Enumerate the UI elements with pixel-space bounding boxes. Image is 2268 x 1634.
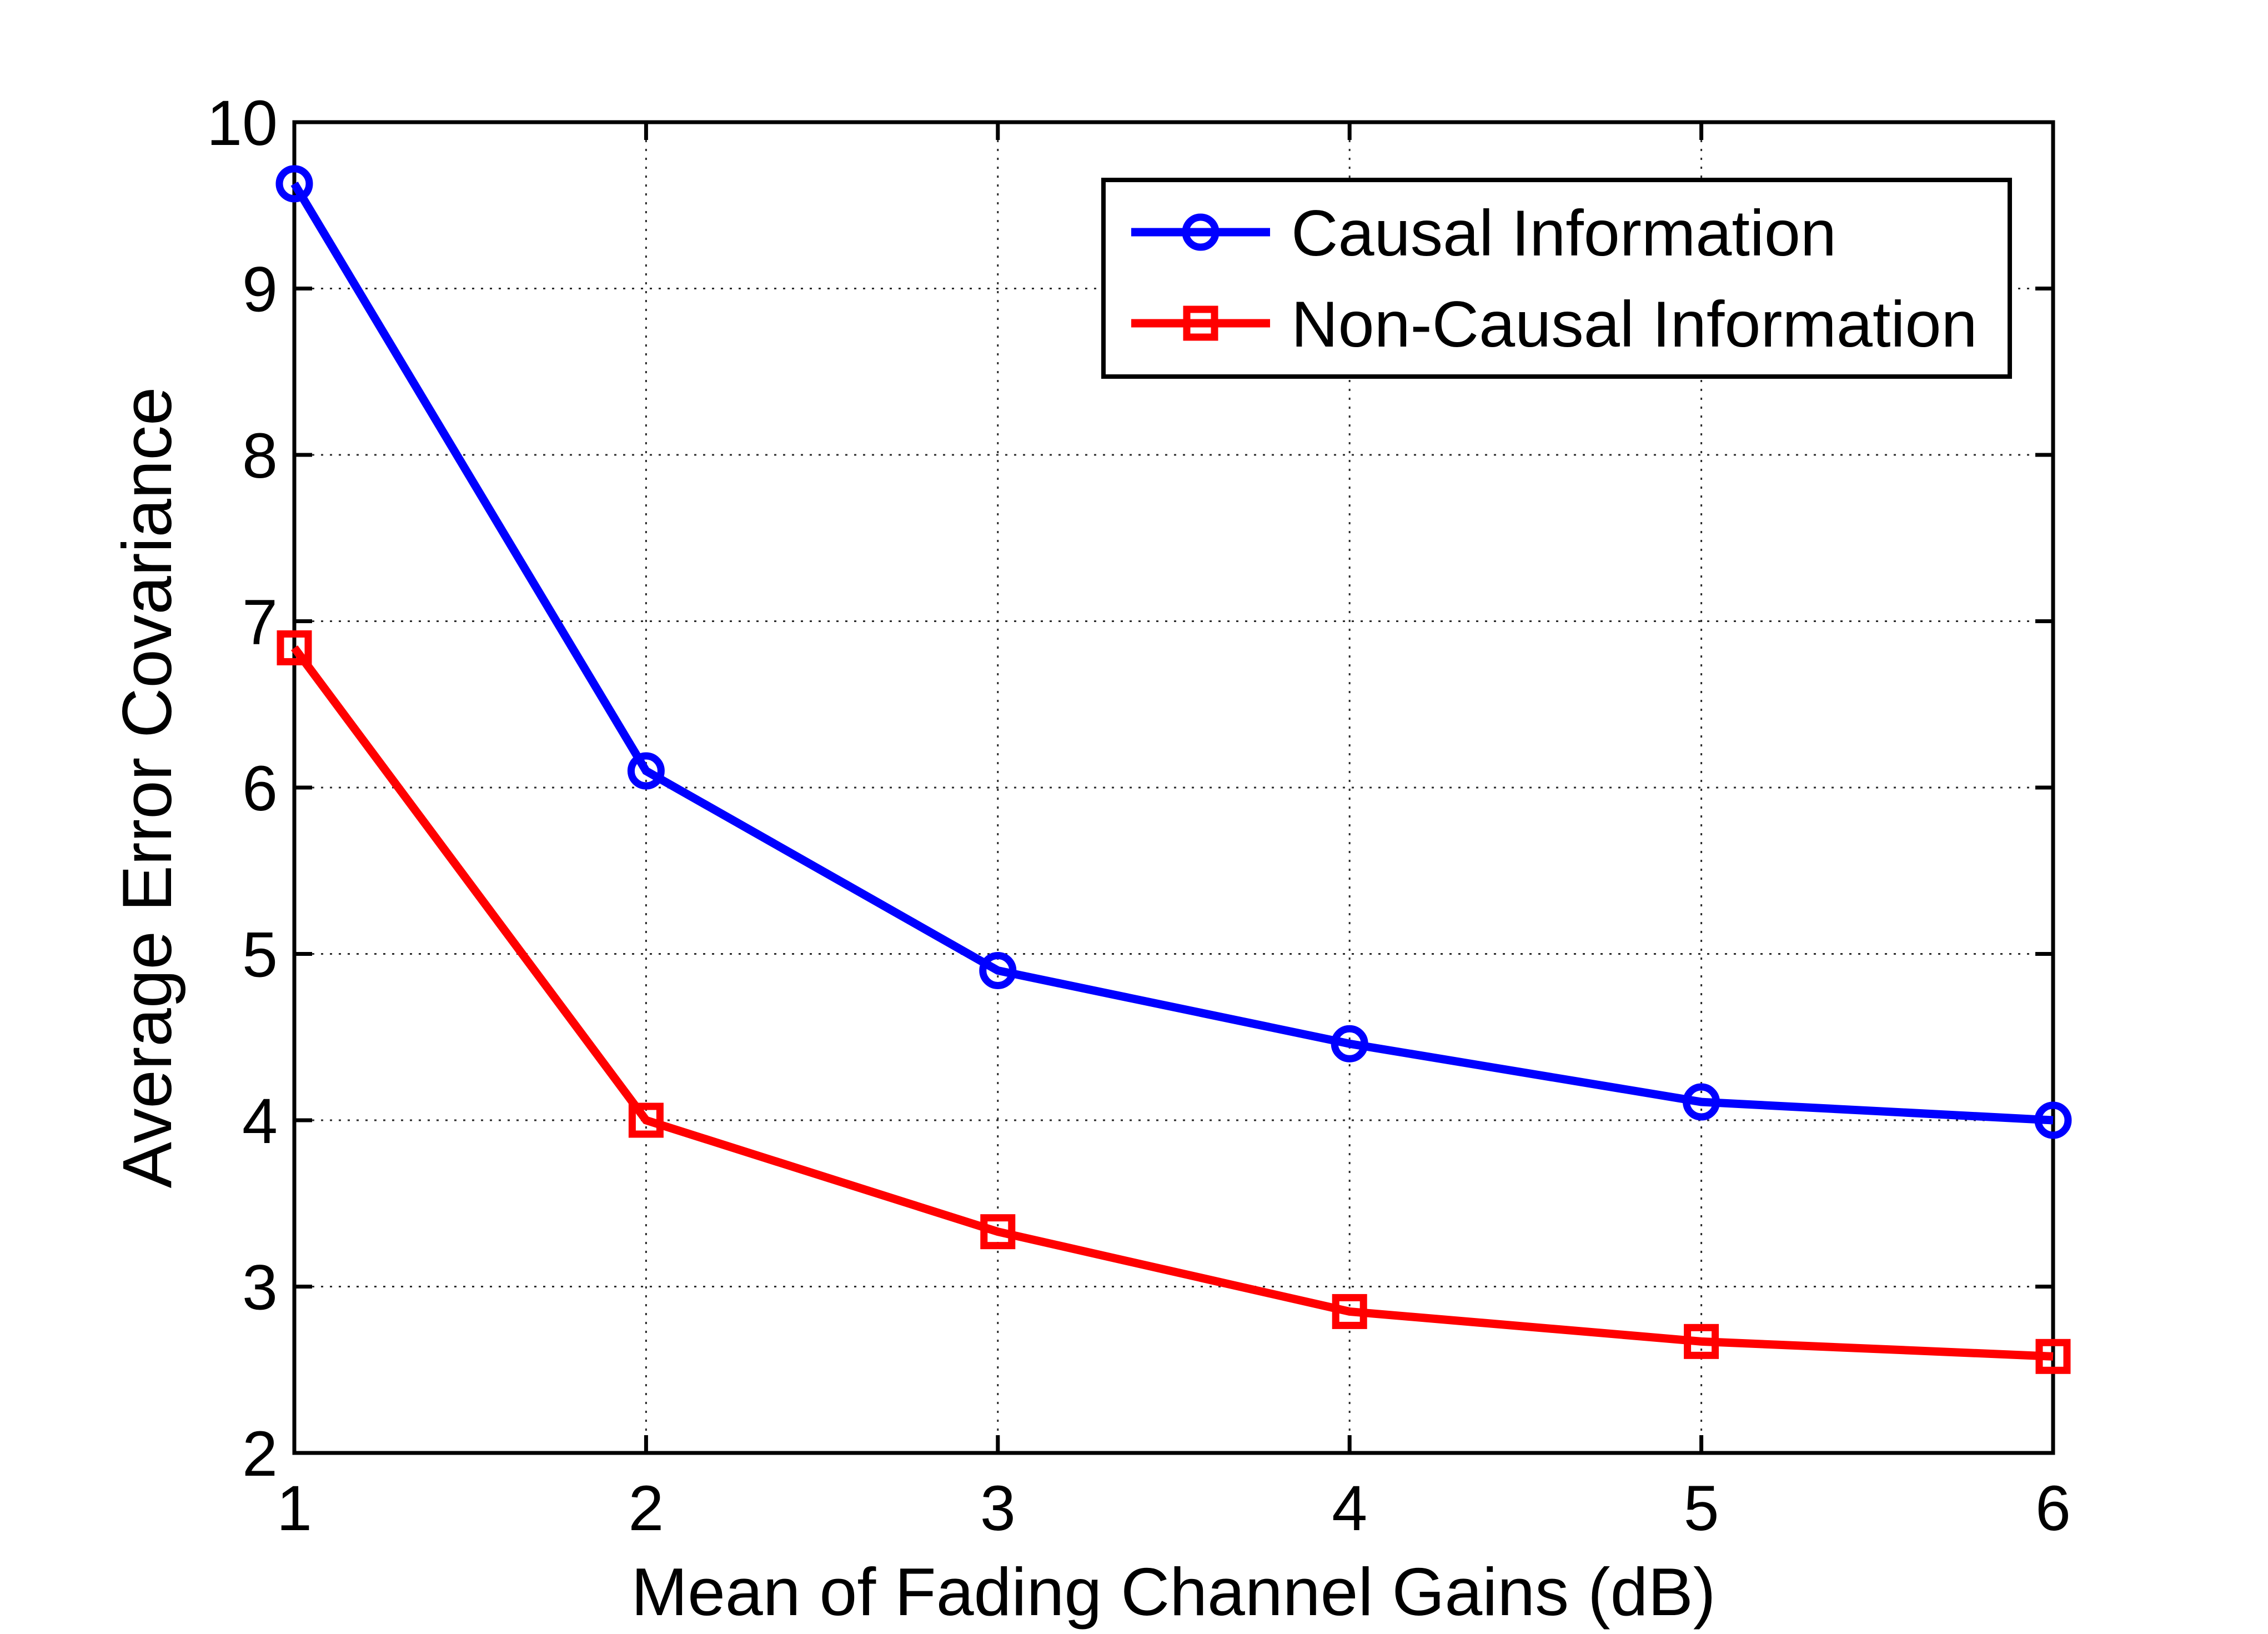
x-tick-label: 2	[628, 1473, 664, 1544]
data-point-marker	[627, 752, 665, 790]
legend-item-label: Non-Causal Information	[1291, 288, 1978, 360]
y-tick-label: 4	[242, 1086, 278, 1157]
legend: Causal Information Non-Causal Information	[1101, 178, 2012, 379]
legend-item: Non-Causal Information	[1131, 288, 1978, 360]
data-point-marker	[277, 630, 312, 665]
x-tick-label: 5	[1684, 1473, 1719, 1544]
legend-sample-marker	[1182, 213, 1220, 251]
y-tick-label: 6	[242, 753, 278, 824]
x-axis-label: Mean of Fading Channel Gains (dB)	[631, 1554, 1715, 1630]
legend-item-label: Causal Information	[1291, 197, 1837, 269]
data-point-marker	[2035, 1339, 2071, 1374]
data-point-marker	[628, 1102, 664, 1138]
y-tick-label: 2	[242, 1419, 278, 1490]
legend-item: Causal Information	[1131, 197, 1837, 269]
x-tick-label: 6	[2035, 1473, 2071, 1544]
y-tick-label: 10	[207, 88, 278, 159]
data-point-marker	[2034, 1101, 2072, 1139]
legend-box	[1101, 178, 2012, 379]
series-square	[277, 630, 2071, 1374]
data-series	[275, 165, 2072, 1374]
y-tick-label: 8	[242, 420, 278, 492]
x-tick-label: 1	[277, 1473, 312, 1544]
data-point-marker	[980, 1214, 1016, 1250]
data-point-marker	[1332, 1294, 1367, 1329]
plot-box	[292, 120, 2055, 1455]
data-point-marker	[1683, 1083, 1720, 1121]
series-circle	[275, 165, 2072, 1139]
y-tick-label: 7	[242, 587, 278, 658]
y-tick-label: 5	[242, 920, 278, 991]
data-point-marker	[1684, 1324, 1719, 1359]
x-tick-label: 4	[1332, 1473, 1367, 1544]
y-axis-label: Average Error Covariance	[109, 387, 186, 1189]
data-point-marker	[979, 951, 1017, 989]
y-tick-label: 9	[242, 254, 278, 325]
series-line	[290, 645, 2054, 1361]
x-tick-label: 3	[980, 1473, 1016, 1544]
data-point-marker	[1331, 1025, 1368, 1062]
y-tick-label: 3	[242, 1252, 278, 1324]
data-point-marker	[275, 165, 313, 203]
legend-sample-marker	[1183, 305, 1218, 341]
series-line	[290, 181, 2054, 1125]
